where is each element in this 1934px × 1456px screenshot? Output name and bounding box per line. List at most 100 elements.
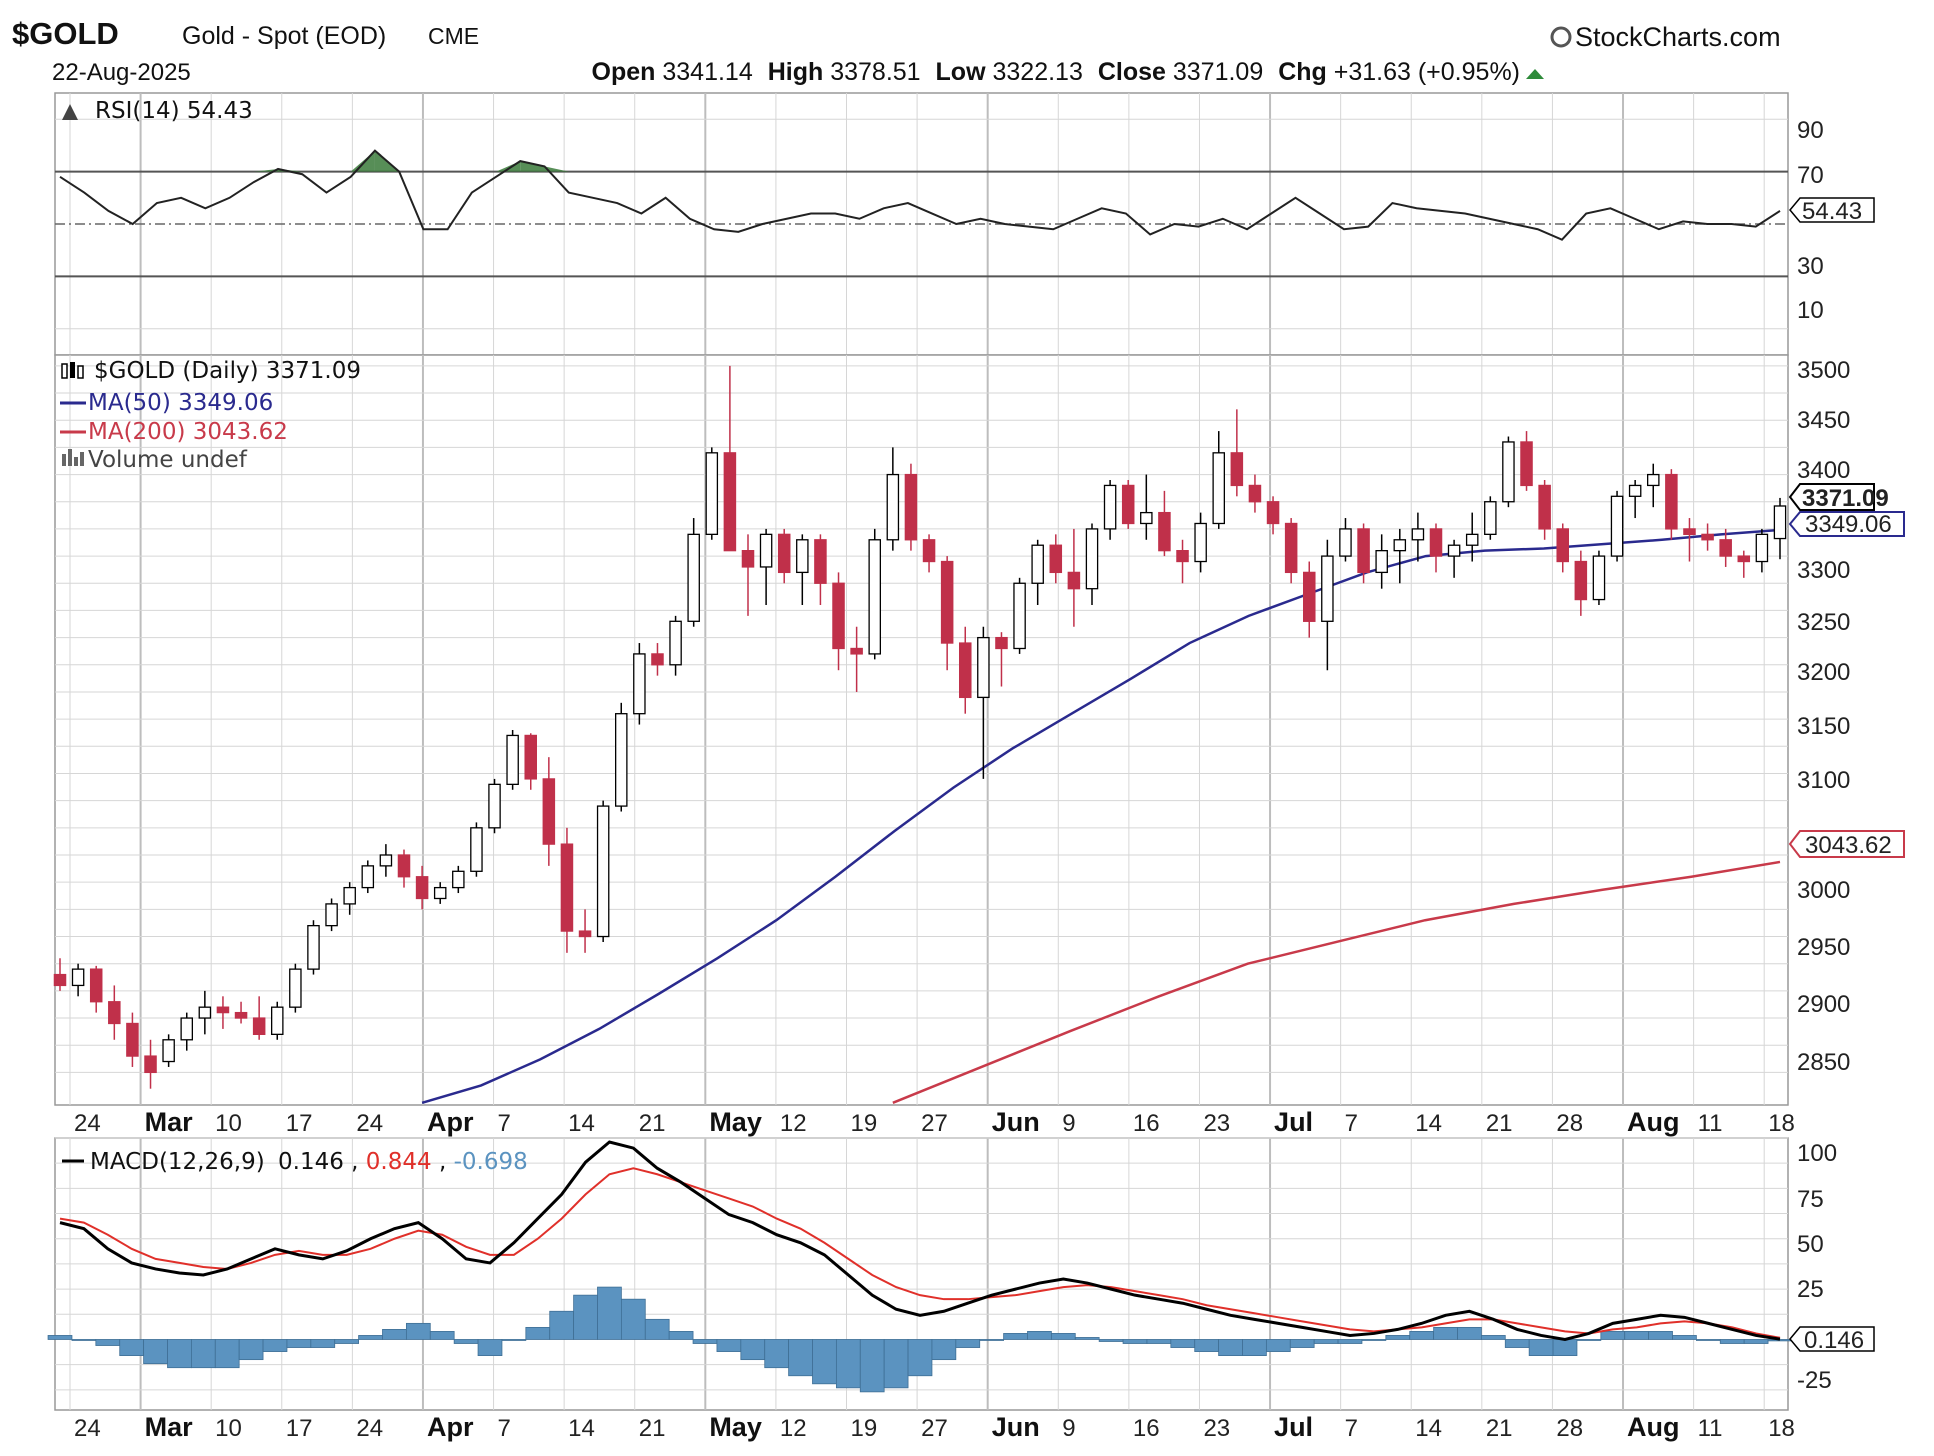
candle-body <box>723 452 737 552</box>
candle-body <box>180 1017 193 1041</box>
candle-body <box>325 903 338 927</box>
rsi-overbought-area <box>544 166 569 172</box>
candle-body <box>1701 533 1714 541</box>
ma200-path <box>892 860 1781 1104</box>
candle-body <box>162 1039 175 1063</box>
x-tick-label: 7 <box>498 1415 511 1442</box>
histogram-bar <box>1528 1339 1554 1356</box>
x-tick-label: 23 <box>1203 1415 1230 1442</box>
candle-body <box>1013 582 1026 650</box>
high-value: 3378.51 <box>830 58 920 86</box>
histogram-bar <box>214 1339 240 1369</box>
rsi-line <box>59 149 1781 241</box>
instrument-name: Gold - Spot (EOD) <box>182 22 386 50</box>
histogram-bar <box>1385 1335 1411 1340</box>
histogram-bar <box>1146 1339 1172 1344</box>
histogram-bar <box>262 1339 288 1352</box>
x-tick-label: 7 <box>1345 1415 1358 1442</box>
histogram-bar <box>1313 1339 1339 1344</box>
candle-body <box>1067 571 1081 590</box>
x-tick-label: 17 <box>286 1415 313 1442</box>
candle-body <box>1393 539 1407 552</box>
histogram-bar <box>1074 1337 1100 1340</box>
x-tick-label: 7 <box>1345 1110 1358 1137</box>
x-tick-label: May <box>709 1412 762 1442</box>
candle-body <box>1176 550 1189 563</box>
rsi-tick: 10 <box>1797 297 1824 324</box>
histogram-bar <box>238 1339 264 1361</box>
histogram-bar <box>979 1339 1005 1341</box>
histogram-bar <box>668 1331 694 1340</box>
x-tick-label: 24 <box>356 1110 383 1137</box>
x-tick-label: 9 <box>1062 1415 1075 1442</box>
price-tick: 3500 <box>1797 357 1850 384</box>
histogram-bar <box>1600 1331 1626 1340</box>
histogram-bar <box>1337 1339 1363 1344</box>
candle-body <box>977 636 990 699</box>
price-tick: 3150 <box>1797 713 1850 740</box>
x-tick-label: 14 <box>1415 1110 1442 1137</box>
histogram-bar <box>1767 1339 1793 1342</box>
candle-body <box>922 539 936 563</box>
x-tick-label: 9 <box>1062 1110 1075 1137</box>
x-tick-label: 19 <box>851 1110 878 1137</box>
price-tick: 3400 <box>1797 457 1850 484</box>
candle-body <box>397 854 411 878</box>
x-tick-label: 21 <box>639 1415 666 1442</box>
candle-body <box>433 886 447 900</box>
candle-body <box>1610 495 1624 557</box>
histogram-bar <box>1289 1339 1315 1348</box>
histogram-bar <box>119 1339 145 1356</box>
candle-body <box>796 539 809 574</box>
x-tick-label: 17 <box>286 1110 313 1137</box>
macd-legend-comma2: , <box>439 1149 454 1175</box>
histogram-bar <box>597 1286 622 1340</box>
histogram-bar <box>1098 1339 1124 1342</box>
ma200-tag-box <box>1788 830 1905 858</box>
ma200-tag-value: 3043.62 <box>1805 832 1892 859</box>
ma200-line <box>892 860 1781 1104</box>
candle-body <box>1574 560 1588 601</box>
brand-logo[interactable]: StockCharts.com <box>1550 22 1781 52</box>
candle-body <box>777 533 791 574</box>
ma200-legend-label: MA(200) 3043.62 <box>88 419 288 445</box>
ma50-legend-label: MA(50) 3349.06 <box>88 390 273 416</box>
histogram-bar <box>1672 1335 1697 1340</box>
candle-body <box>289 968 302 1008</box>
x-tick-label: Apr <box>427 1412 474 1442</box>
histogram-bar <box>525 1326 551 1340</box>
price-legend-label: $GOLD (Daily) 3371.09 <box>94 358 361 384</box>
candle-body <box>506 734 519 785</box>
candle-body <box>669 620 682 666</box>
candle-body <box>234 1011 248 1019</box>
histogram-bar <box>286 1339 312 1348</box>
histogram-bar <box>167 1339 192 1369</box>
candle-body <box>1520 441 1533 487</box>
macd-panel: 100 75 50 25 -25 0.146 MACD(12,26,9) 0.1… <box>47 1137 1875 1411</box>
candle-body <box>832 582 845 650</box>
x-tick-label: 23 <box>1203 1110 1230 1137</box>
chart-date: 22-Aug-2025 <box>52 59 191 86</box>
candle-body <box>560 843 574 932</box>
candle-body <box>1121 484 1135 525</box>
histogram-bar <box>812 1339 837 1385</box>
histogram-bar <box>1361 1339 1387 1341</box>
candle-body <box>1719 539 1732 557</box>
x-tick-label: 21 <box>1486 1110 1513 1137</box>
price-tick: 2850 <box>1797 1049 1850 1076</box>
rsi-tag-value: 54.43 <box>1802 198 1862 225</box>
candle-body <box>1321 555 1334 622</box>
price-tick: 2900 <box>1797 991 1850 1018</box>
price-tick: 3250 <box>1797 609 1850 636</box>
candle-body <box>1665 473 1678 530</box>
candle-body <box>1049 544 1063 574</box>
histogram-bar <box>358 1335 383 1340</box>
candle-body <box>198 1006 212 1019</box>
histogram-bar <box>907 1339 933 1377</box>
price-tick: 3200 <box>1797 659 1850 686</box>
macd-tick: 100 <box>1797 1140 1837 1167</box>
candle-body <box>1647 473 1660 487</box>
candle-body <box>89 968 103 1003</box>
